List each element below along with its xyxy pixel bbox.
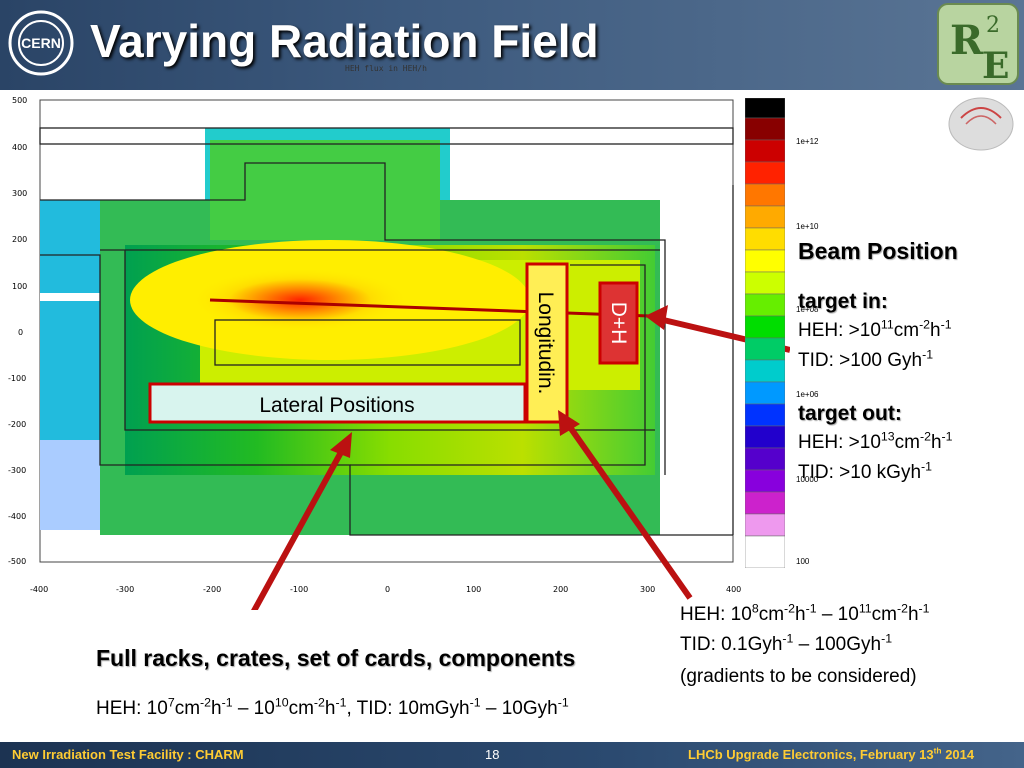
y-tick: -500 [8, 557, 26, 566]
x-tick: 300 [640, 585, 655, 594]
r2e-logo: R 2 E [937, 3, 1019, 86]
dh-label: D+H [607, 302, 630, 345]
svg-text:2: 2 [986, 13, 1000, 38]
range-heh: HEH: 108cm-2h-1 – 1011cm-2h-1 [680, 601, 930, 625]
y-tick: 100 [12, 282, 27, 291]
y-tick: -300 [8, 466, 26, 475]
target-in-heading: target in: [798, 290, 888, 313]
y-tick: 300 [12, 189, 27, 198]
page-number: 18 [485, 747, 500, 762]
radiation-map: 500 400 300 200 100 0 -100 -200 -300 -40… [8, 96, 790, 610]
beam-heading: Beam Position [798, 238, 958, 264]
longitudinal-box [525, 262, 569, 424]
x-tick: 0 [385, 585, 390, 594]
target-in-heh: HEH: >1011cm-2h-1 [798, 317, 952, 341]
lateral-box [148, 382, 527, 424]
y-tick: 0 [18, 328, 23, 337]
y-tick: -100 [8, 374, 26, 383]
arrow-head [330, 432, 352, 458]
arrow-head [645, 305, 668, 330]
y-tick: -400 [8, 512, 26, 521]
svg-text:CERN: CERN [21, 35, 61, 51]
cern-logo: CERN [8, 10, 74, 76]
footer-right: LHCb Upgrade Electronics, February 13th … [688, 745, 975, 762]
scale-label: 1e+10 [796, 222, 819, 231]
y-tick: 400 [12, 143, 27, 152]
footer-left: New Irradiation Test Facility : CHARM [12, 747, 244, 762]
dh-box [598, 281, 639, 365]
lateral-label: Lateral Positions [259, 394, 414, 417]
scale-label: 10000 [796, 475, 819, 484]
target-out-heh: HEH: >1013cm-2h-1 [798, 429, 953, 453]
y-tick: 200 [12, 235, 27, 244]
target-out-heading: target out: [798, 402, 902, 425]
x-tick: 100 [466, 585, 481, 594]
x-tick: -200 [203, 585, 221, 594]
racks-range: HEH: 107cm-2h-1 – 1010cm-2h-1, TID: 10mG… [96, 695, 569, 719]
svg-text:R: R [950, 17, 984, 64]
arrow-head [558, 410, 580, 436]
scale-label: 1e+06 [796, 390, 819, 399]
y-ticks: 500 400 300 200 100 0 -100 -200 -300 -40… [8, 96, 27, 566]
scale-label: 1e+08 [796, 305, 819, 314]
range-tid: TID: 0.1Gyh-1 – 100Gyh-1 [680, 631, 893, 655]
footer-bar: New Irradiation Test Facility : CHARM 18… [0, 742, 1024, 768]
racks-heading: Full racks, crates, set of cards, compon… [96, 645, 576, 671]
target-out-tid: TID: >10 kGyh-1 [798, 459, 933, 483]
svg-text:E: E [982, 45, 1009, 86]
page-title: Varying Radiation Field [90, 15, 599, 67]
range-note: (gradients to be considered) [680, 666, 917, 687]
x-tick: -400 [30, 585, 48, 594]
x-tick: 200 [553, 585, 568, 594]
y-tick: 500 [12, 96, 27, 105]
scale-label: 100 [796, 557, 810, 566]
x-tick: -300 [116, 585, 134, 594]
title-bar [0, 0, 1024, 90]
y-tick: -200 [8, 420, 26, 429]
x-ticks: -400 -300 -200 -100 0 100 200 300 400 [30, 585, 741, 594]
longitudinal-label: Longitudin. [534, 292, 557, 395]
x-tick: -100 [290, 585, 308, 594]
target-in-tid: TID: >100 Gyh-1 [798, 347, 934, 371]
plot-caption: HEH flux in HEH/h [345, 64, 427, 73]
target-photo-icon [948, 97, 1014, 151]
color-scale [745, 98, 785, 568]
x-tick: 400 [726, 585, 741, 594]
scale-label: 1e+12 [796, 137, 819, 146]
